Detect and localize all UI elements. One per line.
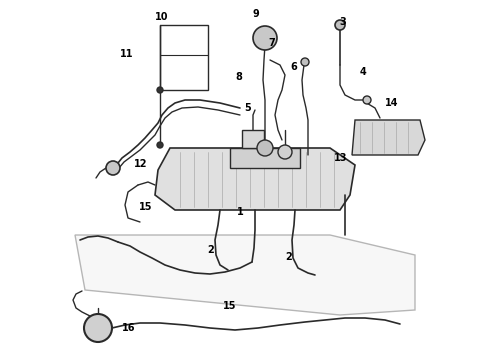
Text: 12: 12 bbox=[134, 159, 148, 169]
Text: 15: 15 bbox=[222, 301, 236, 311]
Circle shape bbox=[157, 87, 163, 93]
Text: 11: 11 bbox=[120, 49, 133, 59]
Circle shape bbox=[84, 314, 112, 342]
Text: 5: 5 bbox=[244, 103, 251, 113]
Bar bbox=[160, 25, 208, 90]
Text: 2: 2 bbox=[286, 252, 293, 262]
Text: 8: 8 bbox=[236, 72, 243, 82]
Circle shape bbox=[253, 26, 277, 50]
Polygon shape bbox=[155, 148, 355, 210]
Circle shape bbox=[335, 20, 345, 30]
Circle shape bbox=[257, 140, 273, 156]
Text: 2: 2 bbox=[207, 245, 214, 255]
Bar bbox=[242, 130, 264, 148]
Text: 3: 3 bbox=[340, 17, 346, 27]
Text: 1: 1 bbox=[237, 207, 244, 217]
Circle shape bbox=[157, 142, 163, 148]
Text: 13: 13 bbox=[334, 153, 347, 163]
Text: 15: 15 bbox=[139, 202, 153, 212]
Text: 9: 9 bbox=[252, 9, 259, 19]
Text: 7: 7 bbox=[269, 38, 275, 48]
Circle shape bbox=[278, 145, 292, 159]
Text: 16: 16 bbox=[122, 323, 135, 333]
Polygon shape bbox=[75, 235, 415, 315]
Circle shape bbox=[301, 58, 309, 66]
Bar bbox=[230, 148, 300, 168]
Circle shape bbox=[106, 161, 120, 175]
Text: 14: 14 bbox=[385, 98, 399, 108]
Polygon shape bbox=[352, 120, 425, 155]
Text: 4: 4 bbox=[359, 67, 366, 77]
Text: 6: 6 bbox=[291, 62, 297, 72]
Text: 10: 10 bbox=[155, 12, 169, 22]
Circle shape bbox=[363, 96, 371, 104]
